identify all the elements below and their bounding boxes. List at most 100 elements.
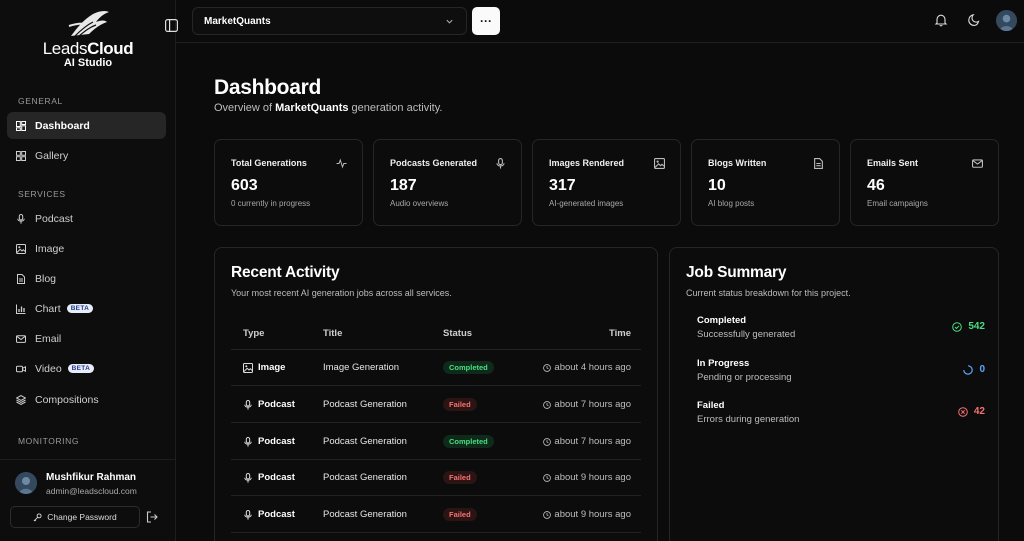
clock-icon [543, 473, 552, 482]
section-services: SERVICES [18, 189, 66, 199]
check-circle-icon [952, 321, 963, 332]
sidebar-item-label: Image [35, 242, 65, 255]
image-icon [654, 158, 665, 169]
header-avatar[interactable] [996, 10, 1017, 31]
sidebar-item-chart[interactable]: Chart BETA [7, 295, 166, 322]
app-logo[interactable]: LeadsCloud AI Studio [0, 6, 176, 69]
mic-icon [243, 436, 253, 447]
logo-text-b: Cloud [87, 39, 134, 58]
row-type: Podcast [258, 509, 295, 520]
clock-icon [543, 400, 552, 409]
column-header-title[interactable]: Title [323, 328, 343, 339]
table-row[interactable]: Podcast Podcast Generation Completed abo… [231, 423, 641, 459]
mail-icon [16, 334, 26, 344]
row-type: Podcast [258, 399, 295, 410]
sidebar-item-email[interactable]: Email [7, 325, 166, 352]
moon-icon[interactable] [967, 13, 981, 27]
job-status-desc: Pending or processing [697, 372, 792, 383]
job-status-name: Completed [697, 315, 747, 326]
row-title: Image Generation [323, 362, 400, 373]
sidebar-item-label: Chart [35, 302, 61, 315]
stat-label: Emails Sent [867, 158, 919, 168]
sidebar-divider [0, 459, 176, 460]
sidebar-toggle-icon[interactable] [165, 19, 178, 32]
column-header-status[interactable]: Status [443, 328, 473, 339]
logo-text-a: Leads [42, 39, 88, 58]
table-row[interactable]: Podcast Podcast Generation Failed about … [231, 386, 641, 422]
grid-icon [16, 150, 26, 161]
row-type: Podcast [258, 436, 295, 447]
stat-card-podcasts: Podcasts Generated 187 Audio overviews [373, 139, 522, 226]
sidebar-item-video[interactable]: Video BETA [7, 355, 166, 382]
job-status-desc: Successfully generated [697, 329, 796, 340]
stat-value: 46 [867, 177, 885, 194]
beta-badge: BETA [67, 364, 95, 373]
stat-desc: 0 currently in progress [231, 199, 311, 208]
column-header-type[interactable]: Type [243, 328, 265, 339]
status-badge: Completed [443, 361, 494, 374]
dashboard-icon [16, 120, 26, 131]
logout-icon[interactable] [146, 511, 158, 523]
stat-label: Images Rendered [549, 158, 625, 168]
subtitle-project: MarketQuants [275, 102, 349, 114]
file-icon [16, 273, 26, 284]
sidebar-item-label: Gallery [35, 149, 69, 162]
video-icon [16, 364, 26, 374]
row-title: Podcast Generation [323, 472, 407, 483]
subtitle-suffix: generation activity. [348, 102, 443, 114]
project-select-value: MarketQuants [204, 15, 271, 27]
user-email: admin@leadscloud.com [46, 486, 137, 496]
layers-icon [16, 394, 26, 405]
sidebar-item-gallery[interactable]: Gallery [7, 142, 166, 169]
sidebar-item-label: Video [35, 362, 62, 375]
sidebar-item-label: Compositions [35, 393, 99, 406]
stat-label: Total Generations [231, 158, 307, 168]
section-general: GENERAL [18, 96, 63, 106]
change-password-button[interactable]: Change Password [10, 506, 140, 528]
beta-badge: BETA [66, 304, 94, 313]
chevron-down-icon [446, 19, 453, 24]
row-type: Podcast [258, 472, 295, 483]
loader-icon [963, 364, 974, 375]
stat-value: 317 [549, 177, 576, 194]
row-time: about 7 hours ago [554, 399, 631, 410]
logo-subtext: AI Studio [63, 57, 113, 69]
bell-icon[interactable] [934, 13, 948, 27]
sidebar-item-compositions[interactable]: Compositions [7, 386, 166, 413]
stat-label: Blogs Written [708, 158, 767, 168]
job-summary-row-in-progress: In Progress Pending or processing 0 [697, 358, 985, 394]
status-badge: Completed [443, 435, 494, 448]
project-select[interactable]: MarketQuants [192, 7, 467, 35]
stat-card-emails: Emails Sent 46 Email campaigns [850, 139, 999, 226]
column-header-time[interactable]: Time [609, 328, 632, 339]
sidebar: LeadsCloud AI Studio GENERAL Dashboard G… [0, 0, 176, 541]
table-divider [231, 422, 641, 423]
stat-card-total-generations: Total Generations 603 0 currently in pro… [214, 139, 363, 226]
x-circle-icon [958, 406, 968, 417]
status-badge: Failed [443, 398, 477, 411]
sidebar-item-dashboard[interactable]: Dashboard [7, 112, 166, 139]
table-row[interactable]: Podcast Podcast Generation Failed about … [231, 459, 641, 495]
row-time: about 9 hours ago [554, 509, 631, 520]
stat-desc: AI blog posts [708, 199, 755, 208]
sidebar-item-podcast[interactable]: Podcast [7, 205, 166, 232]
job-summary-row-completed: Completed Successfully generated 542 [697, 315, 985, 351]
sidebar-item-blog[interactable]: Blog [7, 265, 166, 292]
mic-icon [243, 399, 253, 410]
table-divider [231, 385, 641, 386]
job-status-count: 0 [979, 364, 985, 375]
sidebar-item-label: Blog [35, 272, 57, 285]
image-icon [16, 243, 26, 254]
mail-icon [972, 159, 983, 168]
job-status-count: 542 [968, 321, 985, 332]
sidebar-item-label: Email [35, 332, 62, 345]
avatar[interactable] [15, 472, 37, 494]
row-time: about 9 hours ago [554, 472, 631, 483]
table-row[interactable]: Podcast Podcast Generation Failed about … [231, 496, 641, 532]
more-options-button[interactable]: ··· [472, 7, 500, 35]
job-summary-title: Job Summary [686, 264, 787, 281]
sidebar-item-image[interactable]: Image [7, 235, 166, 262]
mic-icon [16, 213, 26, 224]
table-row[interactable]: Image Image Generation Completed about 4… [231, 349, 641, 385]
page-subtitle: Overview of MarketQuants generation acti… [214, 102, 442, 114]
